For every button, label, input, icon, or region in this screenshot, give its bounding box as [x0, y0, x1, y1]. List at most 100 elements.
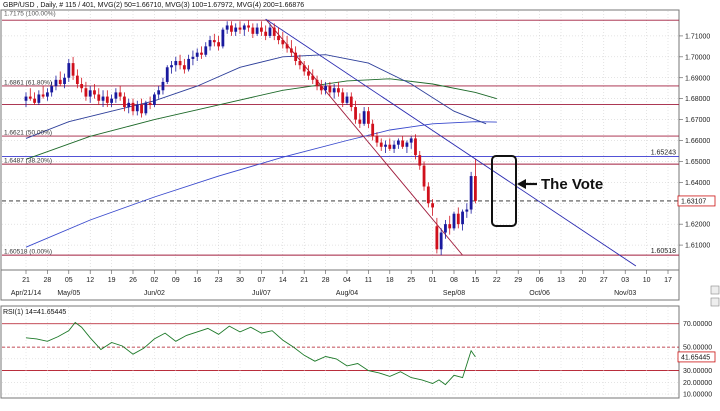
candle-body — [93, 90, 96, 95]
candle-body — [28, 96, 32, 99]
date-day-label: 16 — [193, 277, 201, 284]
candle-body — [238, 27, 242, 30]
date-month-label: Apr/21/14 — [11, 290, 41, 297]
candle-body — [200, 52, 203, 55]
candle-body — [405, 142, 409, 147]
price-tick-label: 1.70000 — [685, 54, 710, 61]
candle-body — [328, 86, 332, 93]
candle-body — [234, 27, 238, 32]
top-partial-label: 1.7175 (100.00%) — [4, 11, 56, 18]
candle-body — [50, 86, 54, 93]
candle-body — [315, 79, 319, 87]
candle-body — [157, 90, 161, 95]
candles — [24, 20, 477, 256]
fib-level-label: 1.60518 (0.00%) — [4, 249, 52, 256]
price-tick-label: 1.61000 — [685, 243, 710, 250]
date-axis: 21 28 05 12 19 26 02 09 16 23 30 07 14 21 28 04 11 18 25 01… — [11, 270, 672, 297]
candle-body — [123, 96, 126, 108]
rsi-tick-label: 50.00000 — [683, 345, 712, 352]
candle-body — [307, 71, 310, 76]
candle-body — [204, 46, 208, 55]
date-day-label: 22 — [493, 277, 501, 284]
rsi-title: RSI(1) 14=41.65445 — [3, 309, 66, 316]
date-day-label: 11 — [365, 277, 372, 284]
rsi-current-label: 41.65445 — [681, 354, 710, 361]
date-day-label: 17 — [664, 277, 672, 284]
date-month-label: Jun/02 — [144, 290, 165, 297]
candle-body — [448, 224, 452, 229]
candle-body — [354, 107, 357, 120]
candle-body — [431, 203, 434, 208]
trend-line — [265, 18, 637, 267]
candle-body — [414, 138, 417, 156]
candle-body — [161, 81, 165, 91]
candle-body — [110, 98, 113, 103]
vote-highlight-box — [491, 155, 517, 227]
candle-body — [260, 27, 263, 32]
trend-line — [265, 18, 463, 256]
date-day-label: 10 — [643, 277, 651, 284]
candle-body — [358, 119, 362, 124]
rsi-panel — [0, 305, 680, 399]
candle-body — [178, 61, 182, 66]
vote-arrow-head — [517, 179, 526, 189]
candle-body — [88, 90, 92, 97]
date-day-label: 19 — [108, 277, 116, 284]
candle-body — [409, 138, 413, 143]
fib-labels: 1.6861 (61.80%) 1.6621 (50.00%) 1.6487 (38… — [4, 79, 52, 255]
candle-body — [465, 209, 469, 212]
price-tick-label: 1.71000 — [685, 33, 710, 40]
candle-body — [302, 65, 306, 72]
candle-body — [337, 88, 340, 93]
x-axis-strip — [0, 269, 680, 301]
candle-body — [247, 25, 250, 28]
candle-body — [379, 142, 383, 147]
date-day-label: 04 — [343, 277, 351, 284]
candle-body — [191, 56, 195, 59]
price-tick-label: 1.69000 — [685, 75, 710, 82]
rsi-line — [25, 321, 476, 386]
candle-body — [388, 144, 392, 149]
candle-body — [101, 96, 105, 101]
candle-body — [174, 61, 178, 66]
scroll-arrow-up[interactable] — [710, 285, 720, 295]
candle-body — [298, 61, 302, 66]
candle-body — [230, 25, 233, 32]
date-month-label: Oct/06 — [529, 290, 550, 297]
candle-body — [444, 224, 447, 233]
candle-body — [127, 102, 131, 108]
candle-body — [221, 29, 225, 47]
candle-body — [285, 44, 289, 49]
candle-body — [281, 40, 285, 45]
candle-body — [469, 176, 473, 210]
candle-body — [251, 27, 255, 34]
candle-body — [461, 211, 464, 225]
candle-body — [225, 25, 229, 30]
candle-body — [75, 75, 79, 85]
trend-lines — [265, 18, 637, 267]
candle-body — [371, 123, 375, 137]
candle-body — [33, 98, 36, 103]
candle-body — [182, 65, 186, 70]
candle-body — [456, 213, 460, 225]
candle-body — [452, 213, 456, 229]
rsi-current-box — [677, 351, 716, 363]
price-tick-label: 1.67000 — [685, 117, 710, 124]
candle-body — [67, 63, 71, 78]
candle-body — [439, 232, 443, 250]
level-price-label: 1.65243 — [651, 149, 676, 156]
candle-body — [294, 52, 298, 62]
scroll-arrow-down[interactable] — [710, 297, 720, 307]
price-panel — [0, 9, 680, 271]
candle-body — [195, 52, 199, 57]
price-tick-label: 1.65000 — [685, 159, 710, 166]
date-day-label: 02 — [151, 277, 159, 284]
candle-body — [242, 25, 246, 30]
candle-body — [217, 42, 220, 47]
rsi-tick-label: 20.00000 — [683, 380, 712, 387]
candle-body — [392, 144, 396, 149]
candle-body — [375, 136, 379, 143]
candle-body — [212, 40, 216, 43]
